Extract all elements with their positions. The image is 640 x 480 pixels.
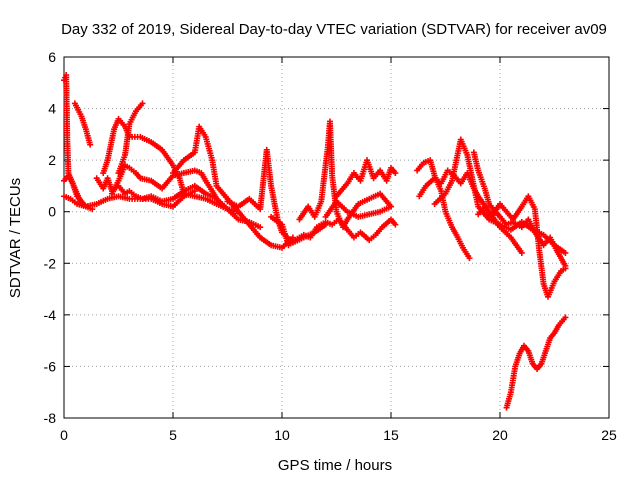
data-point [139,100,146,107]
chart-title: Day 332 of 2019, Sidereal Day-to-day VTE… [61,21,607,38]
y-tick-label: 2 [48,152,56,168]
data-point [82,203,89,210]
data-point [562,314,569,321]
series-track-15 [414,157,473,262]
y-axis-title: SDTVAR / TECUs [7,178,24,298]
data-points [61,72,569,411]
data-point [466,255,473,262]
series-track-14 [322,198,394,220]
series-track-4 [71,100,94,148]
series-track-13 [333,157,399,200]
data-point [388,203,394,210]
x-tick-label: 0 [60,427,68,443]
series-track-17 [431,136,569,256]
grid [64,57,609,418]
series-track-10 [224,146,329,246]
x-tick-label: 5 [169,427,177,443]
series-track-5 [93,175,220,205]
x-tick-label: 20 [492,427,508,443]
y-tick-label: 4 [48,101,56,117]
y-tick-label: -8 [44,410,57,426]
y-tick-label: 0 [48,204,56,220]
series-track-19 [475,193,569,300]
series-track-6 [100,115,242,215]
data-point [562,265,569,272]
y-tick-label: -6 [44,358,57,374]
data-point [518,249,525,256]
axis-ticks: 0 5 10 15 20 25 -8 -6 -4 -2 0 2 4 6 [44,49,617,443]
y-tick-label: 6 [48,49,56,65]
plot-frame [63,56,610,419]
y-tick-label: -4 [44,307,57,323]
x-tick-label: 25 [601,427,617,443]
x-tick-label: 10 [274,427,290,443]
data-point [257,224,264,231]
series-track-20 [503,314,569,411]
series-track-11 [268,213,399,249]
data-point [392,221,399,228]
data-point [87,141,94,148]
series-track-9 [170,123,296,251]
y-tick-label: -2 [44,255,57,271]
x-tick-label: 15 [383,427,399,443]
series-track-8 [108,162,264,231]
data-point [562,249,569,256]
x-axis-title: GPS time / hours [278,457,392,474]
series-track-3 [61,172,89,210]
data-point [392,170,399,177]
data-point [191,188,198,195]
series-track-7 [115,100,146,177]
